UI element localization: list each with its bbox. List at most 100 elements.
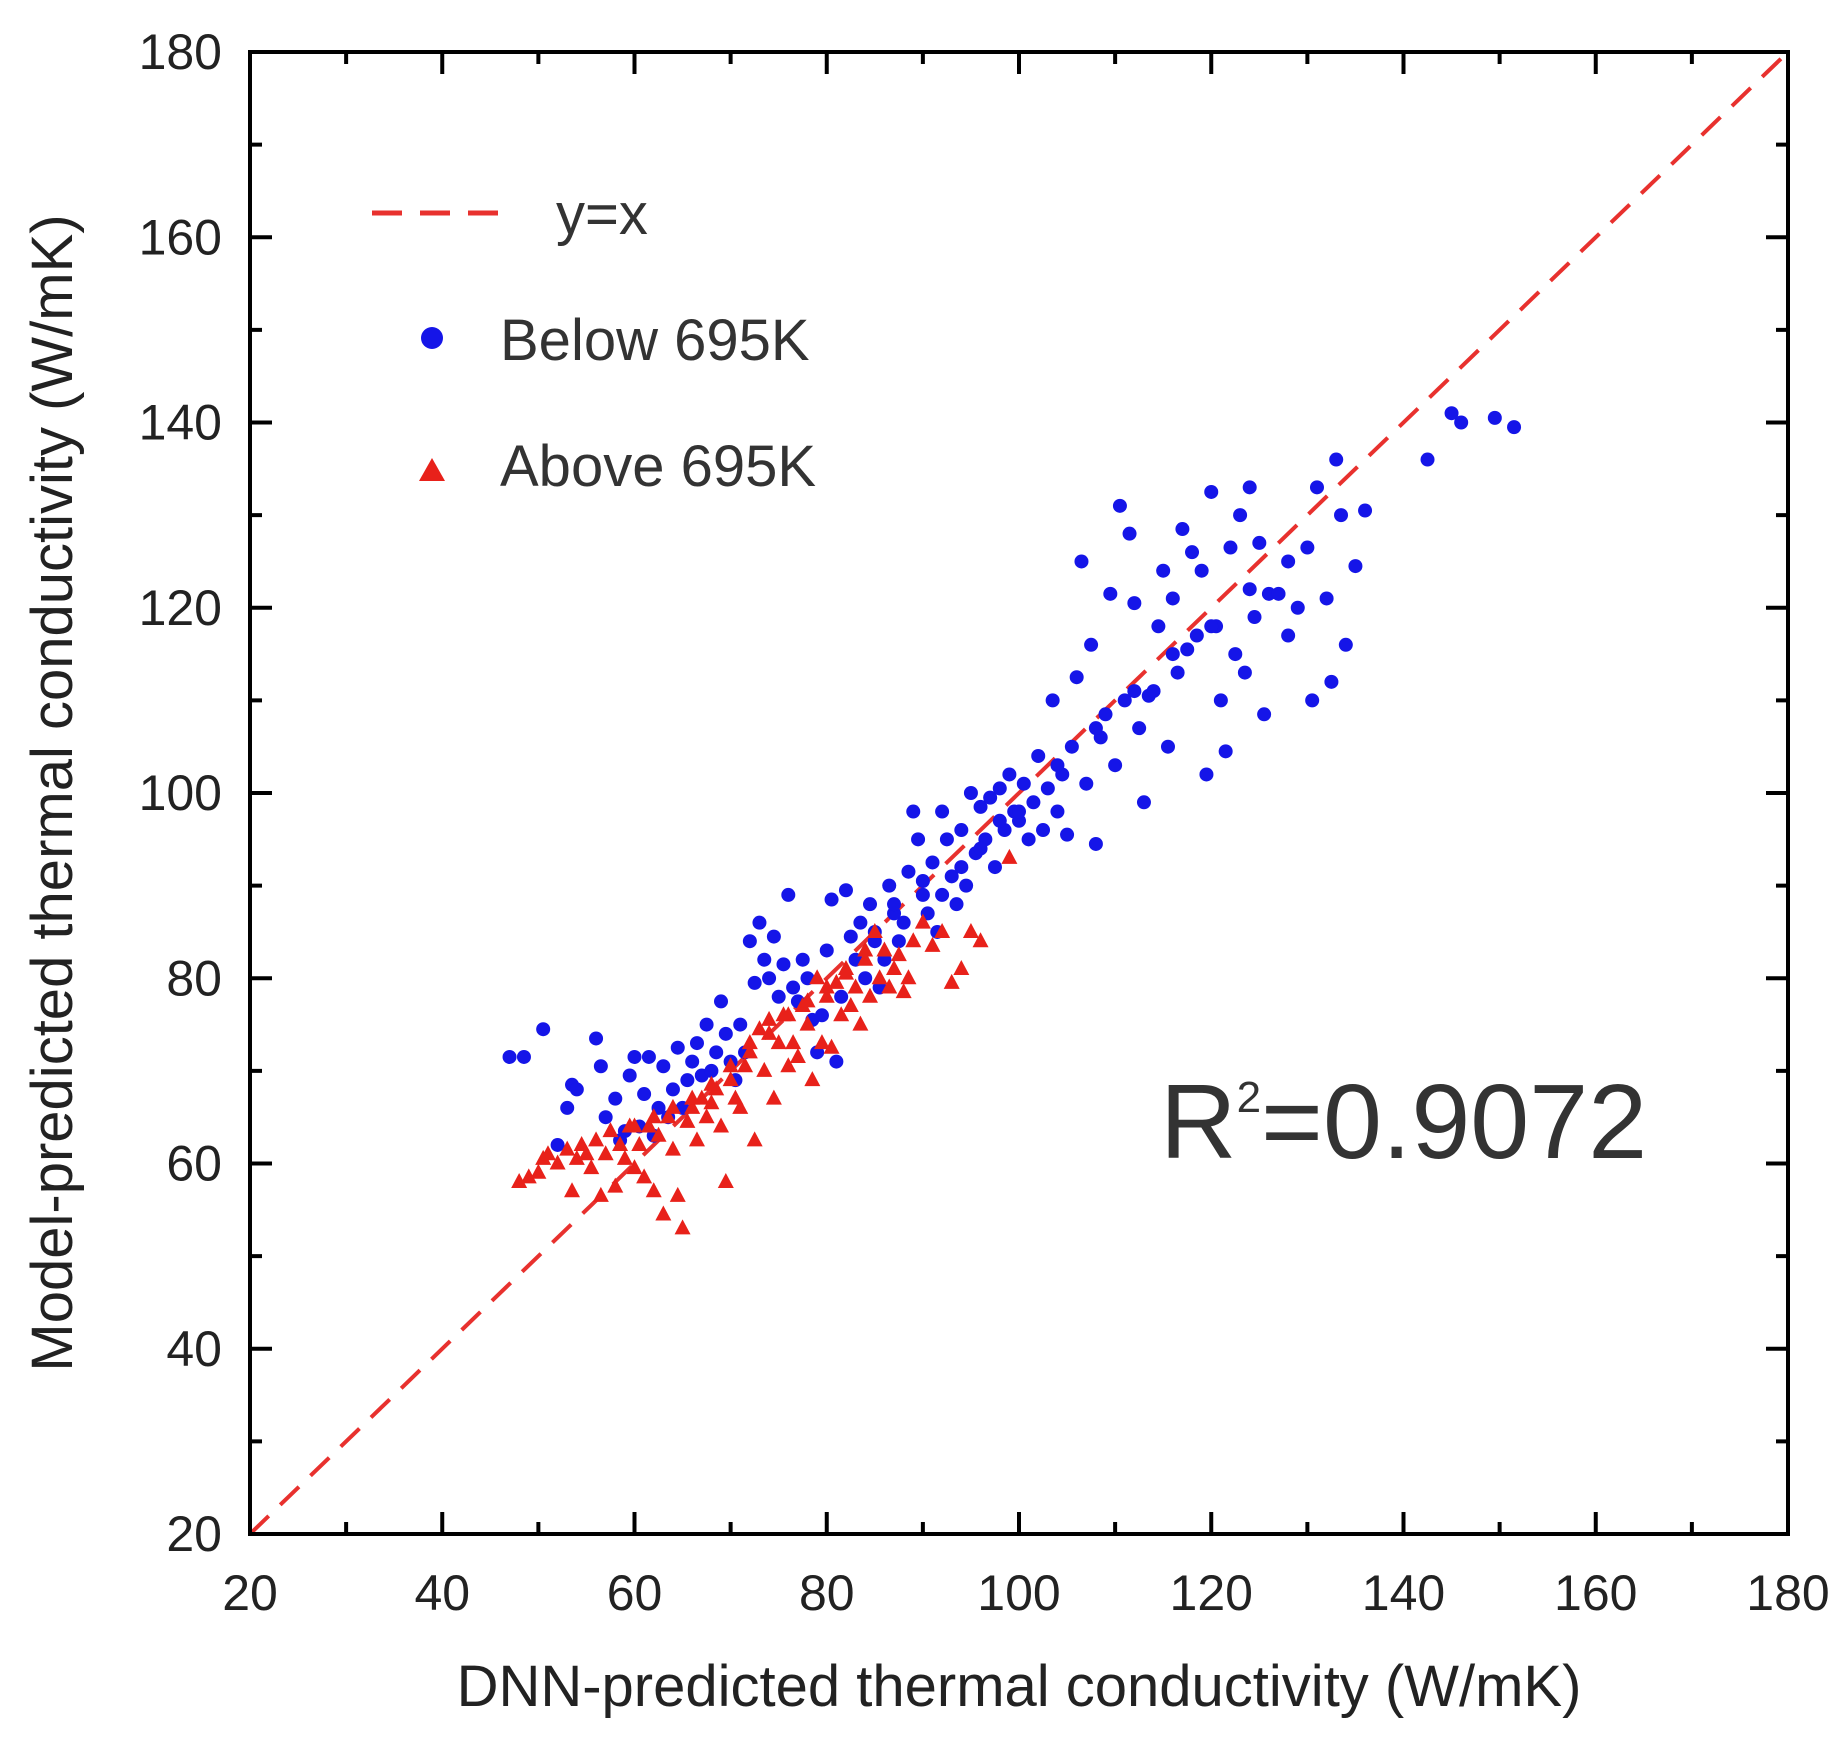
point-below-695k: [896, 915, 911, 930]
point-below-695k: [1242, 582, 1257, 597]
point-above-695k: [770, 1034, 787, 1050]
point-above-695k: [741, 1043, 758, 1059]
point-below-695k: [843, 929, 858, 944]
point-above-695k: [539, 1145, 556, 1161]
point-above-695k: [597, 1145, 614, 1161]
x-tick-label: 100: [977, 1565, 1060, 1621]
point-below-695k: [776, 957, 791, 972]
point-below-695k: [901, 864, 916, 879]
point-above-695k: [809, 969, 826, 985]
point-above-695k: [818, 978, 835, 994]
point-above-695k: [664, 1098, 681, 1114]
point-below-695k: [973, 799, 988, 814]
point-below-695k: [1204, 619, 1219, 634]
point-below-695k: [1338, 637, 1353, 652]
point-below-695k: [1204, 484, 1219, 499]
point-below-695k: [502, 1049, 517, 1064]
point-below-695k: [1050, 804, 1065, 819]
y-axis-title: Model-predicted thermal conductivity (W/…: [20, 214, 85, 1371]
r-squared-annotation: R2=0.9072: [1160, 1063, 1647, 1181]
point-below-695k: [887, 897, 902, 912]
point-below-695k: [838, 883, 853, 898]
point-above-695k: [924, 936, 941, 952]
point-above-695k: [799, 992, 816, 1008]
point-above-695k: [823, 1038, 840, 1054]
point-below-695k: [795, 952, 810, 967]
point-above-695k: [684, 1098, 701, 1114]
point-above-695k: [549, 1154, 566, 1170]
point-above-695k: [645, 1108, 662, 1124]
reference-line-y-equals-x: [250, 52, 1788, 1534]
point-above-695k: [568, 1149, 585, 1165]
point-below-695k: [1507, 420, 1522, 435]
point-below-695k: [766, 929, 781, 944]
point-below-695k: [1069, 670, 1084, 685]
point-below-695k: [906, 804, 921, 819]
point-below-695k: [935, 887, 950, 902]
r-squared-base: R: [1160, 1063, 1237, 1181]
point-above-695k: [583, 1159, 600, 1175]
point-above-695k: [789, 1047, 806, 1063]
point-below-695k: [1252, 535, 1267, 550]
point-above-695k: [616, 1149, 633, 1165]
y-tick-label: 100: [139, 765, 222, 821]
point-below-695k: [1358, 503, 1373, 518]
point-above-695k: [900, 969, 917, 985]
point-above-695k: [746, 1131, 763, 1147]
point-below-695k: [954, 823, 969, 838]
point-above-695k: [684, 1089, 701, 1105]
point-below-695k: [954, 860, 969, 875]
point-above-695k: [732, 1098, 749, 1114]
point-below-695k: [824, 892, 839, 907]
point-above-695k: [530, 1163, 547, 1179]
point-above-695k: [895, 983, 912, 999]
point-below-695k: [819, 943, 834, 958]
point-below-695k: [935, 804, 950, 819]
x-axis-title: DNN-predicted thermal conductivity (W/mK…: [457, 1654, 1582, 1719]
point-below-695k: [1348, 559, 1363, 574]
point-above-695k: [842, 997, 859, 1013]
point-below-695k: [992, 781, 1007, 796]
point-below-695k: [1309, 480, 1324, 495]
point-below-695k: [863, 897, 878, 912]
point-below-695k: [704, 1063, 719, 1078]
point-below-695k: [536, 1022, 551, 1037]
point-below-695k: [1180, 642, 1195, 657]
point-below-695k: [1228, 647, 1243, 662]
point-below-695k: [1060, 827, 1075, 842]
point-above-695k: [737, 1057, 754, 1073]
point-below-695k: [891, 934, 906, 949]
point-below-695k: [1165, 647, 1180, 662]
y-tick-label: 120: [139, 580, 222, 636]
point-above-695k: [688, 1131, 705, 1147]
point-below-695k: [747, 975, 762, 990]
point-below-695k: [757, 952, 772, 967]
point-above-695k: [607, 1177, 624, 1193]
x-tick-label: 60: [607, 1565, 663, 1621]
point-below-695k: [589, 1031, 604, 1046]
point-below-695k: [944, 869, 959, 884]
point-above-695k: [890, 946, 907, 962]
point-below-695k: [1223, 540, 1238, 555]
y-tick-label: 160: [139, 209, 222, 265]
point-above-695k: [588, 1131, 605, 1147]
x-tick-label: 80: [799, 1565, 855, 1621]
point-below-695k: [665, 1082, 680, 1097]
point-below-695k: [829, 1054, 844, 1069]
point-below-695k: [560, 1100, 575, 1115]
point-below-695k: [622, 1068, 637, 1083]
point-below-695k: [1064, 739, 1079, 754]
point-below-695k: [1194, 563, 1209, 578]
point-below-695k: [1151, 619, 1166, 634]
point-below-695k: [1160, 739, 1175, 754]
point-above-695k: [631, 1135, 648, 1151]
point-below-695k: [1084, 637, 1099, 652]
point-below-695k: [1199, 767, 1214, 782]
point-below-695k: [1108, 758, 1123, 773]
point-below-695k: [1300, 540, 1315, 555]
r-squared-superscript: 2: [1237, 1073, 1261, 1122]
y-tick-label: 60: [166, 1136, 222, 1192]
legend: y=x Below 695K Above 695K: [372, 182, 816, 499]
legend-ref-line-label: y=x: [556, 182, 648, 247]
